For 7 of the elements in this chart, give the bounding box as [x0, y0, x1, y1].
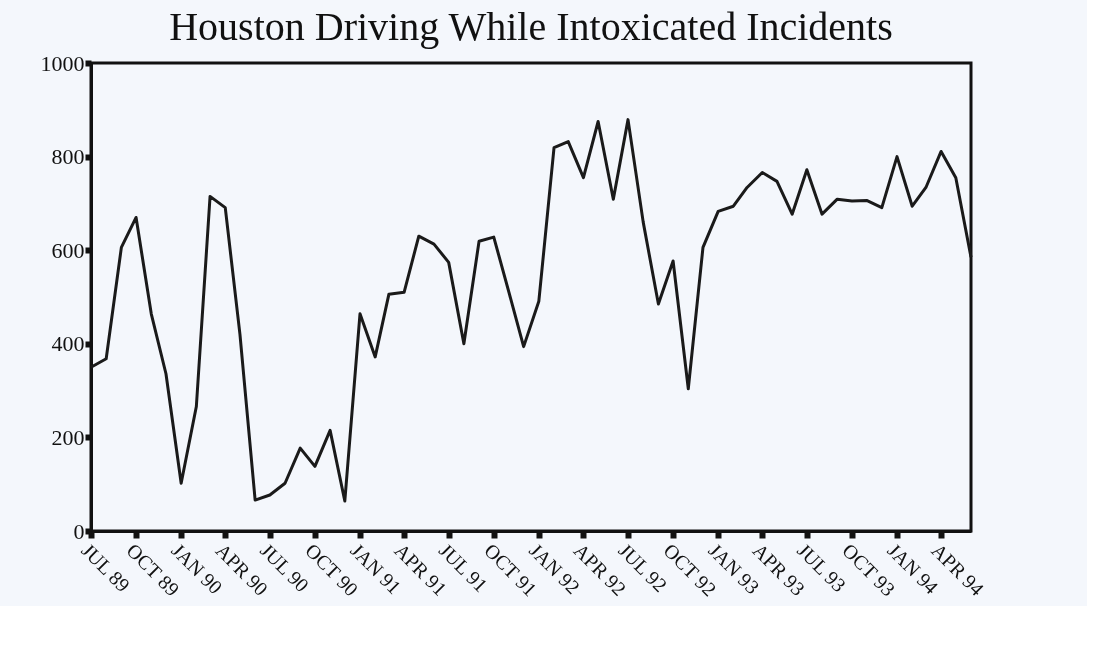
y-tick-label: 1000 — [40, 50, 85, 76]
y-tick-label: 0 — [73, 518, 85, 544]
y-tick-label: 200 — [51, 424, 85, 450]
y-tick-label: 600 — [51, 237, 85, 263]
chart-title: Houston Driving While Intoxicated Incidents — [169, 4, 893, 49]
y-tick-label: 400 — [51, 331, 85, 357]
y-tick-label: 800 — [51, 144, 85, 170]
